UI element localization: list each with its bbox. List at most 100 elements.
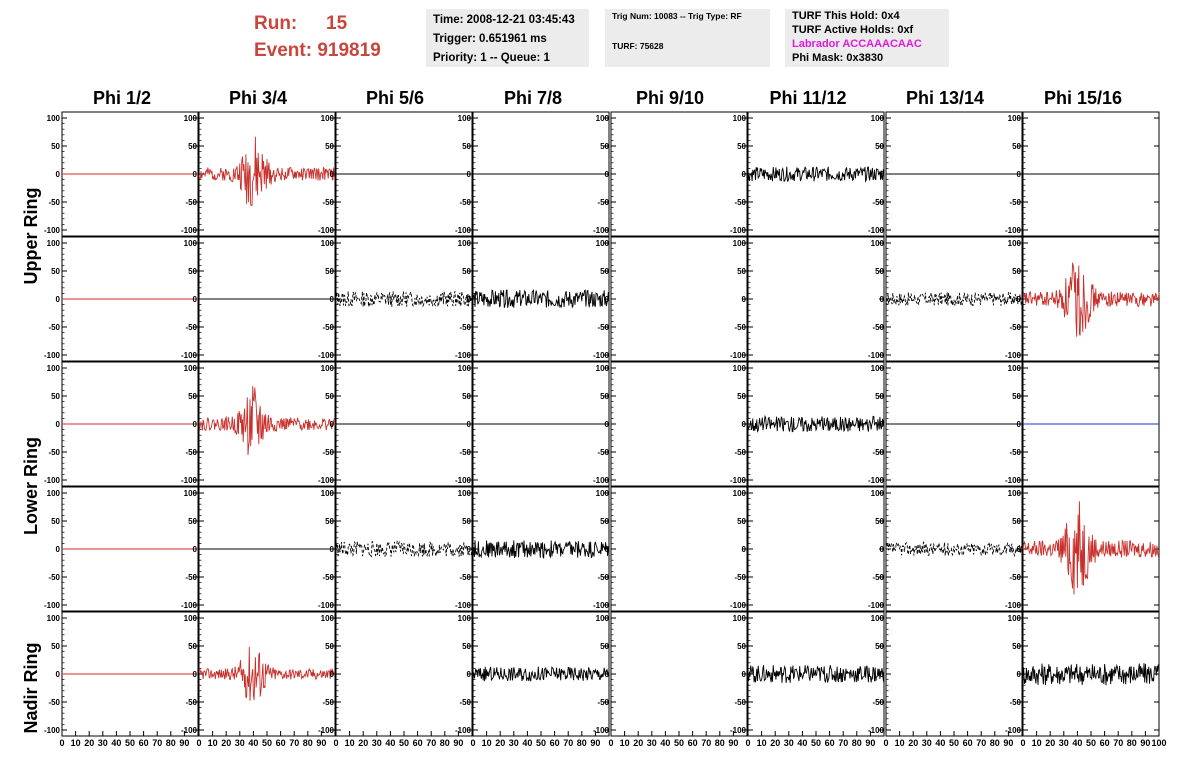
x-tick-label: 60 <box>1100 738 1110 748</box>
y-tick-label: 50 <box>1012 517 1021 526</box>
x-tick-label: 20 <box>495 738 505 748</box>
y-tick-label: 100 <box>1008 614 1022 623</box>
x-tick-label: 30 <box>922 738 932 748</box>
y-tick-label: 0 <box>330 170 335 179</box>
y-tick-label: 50 <box>1012 642 1021 651</box>
y-tick-label: 50 <box>737 642 746 651</box>
y-tick-label: 50 <box>737 267 746 276</box>
y-tick-label: -100 <box>730 476 747 485</box>
y-tick-label: 0 <box>1017 295 1022 304</box>
y-tick-label: 50 <box>600 142 609 151</box>
run-value: 15 <box>326 13 348 34</box>
y-tick-label: 0 <box>605 170 610 179</box>
y-tick-label: 50 <box>1012 267 1021 276</box>
y-tick-label: 50 <box>51 392 60 401</box>
x-tick-label: 40 <box>111 738 121 748</box>
phi-header-2: Phi 3/4 <box>228 88 288 108</box>
y-tick-label: -50 <box>322 573 334 582</box>
y-tick-label: -100 <box>181 226 198 235</box>
y-tick-label: 0 <box>880 545 885 554</box>
x-tick-label: 80 <box>852 738 862 748</box>
y-tick-label: 0 <box>193 670 198 679</box>
y-tick-label: -100 <box>593 351 610 360</box>
x-tick-label: 90 <box>865 738 875 748</box>
y-tick-label: 100 <box>321 614 335 623</box>
y-tick-label: 50 <box>325 517 334 526</box>
y-tick-label: 50 <box>875 392 884 401</box>
y-tick-label: 100 <box>184 614 198 623</box>
y-tick-label: -50 <box>872 573 884 582</box>
y-tick-label: -50 <box>322 198 334 207</box>
y-tick-label: 50 <box>51 517 60 526</box>
y-tick-label: 0 <box>605 295 610 304</box>
y-tick-label: 50 <box>325 392 334 401</box>
y-tick-label: -50 <box>459 198 471 207</box>
y-tick-label: -50 <box>322 323 334 332</box>
x-tick-label: 20 <box>1045 738 1055 748</box>
phi-header-3: Phi 5/6 <box>365 88 425 108</box>
y-tick-label: -100 <box>593 601 610 610</box>
x-tick-label: 10 <box>895 738 905 748</box>
x-tick-label: 20 <box>908 738 918 748</box>
y-tick-label: -100 <box>730 726 747 735</box>
x-tick-label: 0 <box>745 738 750 748</box>
phi-column-headers: Phi 1/2 Phi 3/4 Phi 5/6 Phi 7/8 Phi 9/10… <box>0 86 1196 110</box>
x-tick-label: 30 <box>98 738 108 748</box>
y-tick-label: 100 <box>458 239 472 248</box>
panel-frame-r0-c4 <box>610 111 748 237</box>
y-tick-label: -50 <box>48 448 60 457</box>
waveform-trace-r3-c6 <box>885 541 1023 558</box>
time-info-box: Time: 2008-12-21 03:45:43 Trigger: 0.651… <box>426 9 589 67</box>
turf-active-holds-text: TURF Active Holds: 0xf <box>792 24 914 36</box>
y-tick-label: 0 <box>56 295 61 304</box>
y-tick-label: 50 <box>875 142 884 151</box>
x-tick-label: 0 <box>608 738 613 748</box>
x-tick-label: 90 <box>590 738 600 748</box>
y-tick-label: -100 <box>1005 726 1022 735</box>
y-tick-label: -100 <box>181 351 198 360</box>
y-tick-label: -50 <box>872 323 884 332</box>
y-tick-label: -50 <box>597 448 609 457</box>
y-tick-label: 100 <box>184 239 198 248</box>
y-tick-label: 50 <box>188 517 197 526</box>
panel-frame-r3-c6 <box>885 486 1023 612</box>
y-tick-label: -50 <box>1009 698 1021 707</box>
waveform-trace-r4-c7 <box>1022 663 1160 686</box>
y-tick-label: 100 <box>1008 364 1022 373</box>
y-tick-label: -50 <box>185 198 197 207</box>
y-tick-label: -50 <box>185 698 197 707</box>
x-tick-label: 80 <box>990 738 1000 748</box>
x-tick-label: 10 <box>345 738 355 748</box>
x-tick-label: 90 <box>728 738 738 748</box>
y-tick-label: 100 <box>733 239 747 248</box>
waveform-trace-r1-c7 <box>1022 262 1160 337</box>
y-tick-label: 100 <box>321 489 335 498</box>
y-tick-label: 50 <box>188 267 197 276</box>
panel-frame-r3-c5 <box>747 486 885 612</box>
y-tick-label: -50 <box>597 323 609 332</box>
y-tick-label: -50 <box>734 448 746 457</box>
y-tick-label: 100 <box>596 489 610 498</box>
y-tick-label: -100 <box>455 726 472 735</box>
y-tick-label: 50 <box>325 642 334 651</box>
x-tick-label: 20 <box>84 738 94 748</box>
y-tick-label: 100 <box>1008 239 1022 248</box>
y-tick-label: 100 <box>871 364 885 373</box>
y-tick-label: 100 <box>458 364 472 373</box>
y-tick-label: -50 <box>48 698 60 707</box>
y-tick-label: 100 <box>47 114 61 123</box>
x-tick-label: 80 <box>715 738 725 748</box>
y-tick-label: 50 <box>51 642 60 651</box>
phi-mask-text: Phi Mask: 0x3830 <box>792 52 884 64</box>
waveform-trace-r3-c3 <box>472 540 610 560</box>
y-tick-label: 50 <box>1012 392 1021 401</box>
y-tick-label: 50 <box>462 392 471 401</box>
y-tick-label: 100 <box>871 614 885 623</box>
y-tick-label: -50 <box>48 573 60 582</box>
x-tick-label: 70 <box>563 738 573 748</box>
y-tick-label: 0 <box>467 420 472 429</box>
x-tick-label: 20 <box>770 738 780 748</box>
run-label: Run: <box>254 13 298 34</box>
y-tick-label: 100 <box>184 114 198 123</box>
